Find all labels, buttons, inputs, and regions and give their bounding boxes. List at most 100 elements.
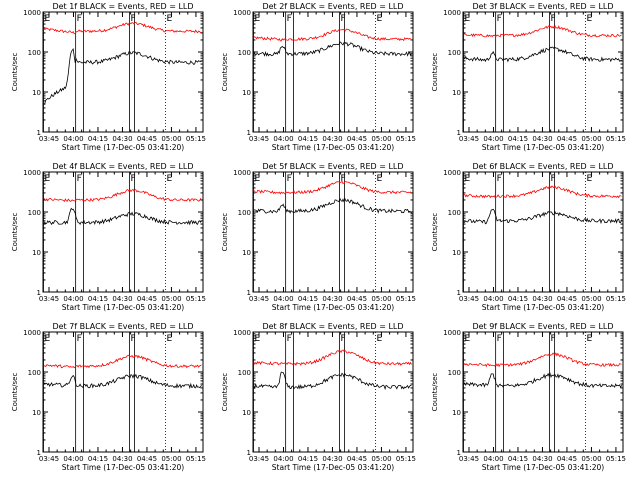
events-series-line <box>43 207 202 226</box>
x-tick-label: 04:00 <box>63 295 83 303</box>
x-tick-label: 04:00 <box>63 135 83 143</box>
x-tick-label: 04:15 <box>88 295 108 303</box>
x-tick-label: 03:45 <box>39 455 59 463</box>
x-tick-label: 04:00 <box>483 455 503 463</box>
interval-marker-label: F <box>77 174 82 184</box>
x-axis-label: Start Time (17-Dec-05 03:41:20) <box>62 463 184 472</box>
y-axis-label: Counts/sec <box>431 53 439 92</box>
lld-series-line <box>463 352 622 368</box>
y-tick-label: 10 <box>32 89 41 97</box>
interval-marker-label: F <box>287 14 292 24</box>
y-tick-label: 1 <box>457 449 461 457</box>
x-tick-label: 04:30 <box>532 455 552 463</box>
x-tick-label: 05:00 <box>581 135 601 143</box>
x-tick-label: 05:15 <box>606 295 626 303</box>
x-tick-label: 04:15 <box>508 455 528 463</box>
events-series-line <box>253 197 412 214</box>
interval-marker-label: F <box>497 14 502 24</box>
x-axis-label: Start Time (17-Dec-05 03:41:20) <box>272 303 394 312</box>
x-tick-label: 04:15 <box>88 455 108 463</box>
interval-marker-label: F <box>287 174 292 184</box>
interval-marker-label: F <box>287 334 292 344</box>
y-tick-label: 1 <box>37 449 41 457</box>
interval-marker-label: E <box>166 14 172 24</box>
x-tick-label: 04:30 <box>322 455 342 463</box>
lld-series-line <box>43 21 202 35</box>
x-tick-label: 05:15 <box>606 135 626 143</box>
events-series-line <box>253 371 412 391</box>
y-tick-label: 1000 <box>443 9 461 17</box>
x-tick-label: 03:45 <box>249 455 269 463</box>
interval-marker-label: E <box>586 174 592 184</box>
x-tick-label: 04:30 <box>532 295 552 303</box>
interval-marker-label: F <box>341 174 346 184</box>
x-axis-label: Start Time (17-Dec-05 03:41:20) <box>62 143 184 152</box>
panel-title: Det 9f BLACK = Events, RED = LLD <box>472 322 613 331</box>
y-tick-label: 1000 <box>23 329 41 337</box>
interval-marker-label: E <box>464 174 470 184</box>
x-axis-label: Start Time (17-Dec-05 03:41:20) <box>62 303 184 312</box>
x-tick-label: 03:45 <box>39 135 59 143</box>
x-tick-label: 04:45 <box>557 455 577 463</box>
interval-marker-label: E <box>166 174 172 184</box>
y-tick-label: 100 <box>448 49 461 57</box>
x-tick-label: 04:45 <box>347 135 367 143</box>
lld-series-line <box>253 349 412 367</box>
y-tick-label: 1 <box>247 289 251 297</box>
x-tick-label: 05:00 <box>371 455 391 463</box>
interval-marker-label: E <box>376 334 382 344</box>
y-tick-label: 100 <box>238 369 251 377</box>
x-axis-label: Start Time (17-Dec-05 03:41:20) <box>272 463 394 472</box>
lld-series-line <box>463 185 622 199</box>
y-tick-label: 100 <box>238 209 251 217</box>
x-tick-label: 04:45 <box>137 455 157 463</box>
y-tick-label: 10 <box>452 249 461 257</box>
x-tick-label: 04:45 <box>557 135 577 143</box>
x-tick-label: 05:00 <box>161 455 181 463</box>
y-tick-label: 1000 <box>23 169 41 177</box>
x-tick-label: 03:45 <box>459 135 479 143</box>
panel-title: Det 4f BLACK = Events, RED = LLD <box>52 162 193 171</box>
plot-frame <box>462 331 624 453</box>
plot-frame <box>42 331 204 453</box>
y-tick-label: 1000 <box>443 169 461 177</box>
plot-frame <box>252 331 414 453</box>
lld-series-line <box>253 28 412 42</box>
events-series-line <box>253 41 412 57</box>
interval-marker-label: F <box>131 174 136 184</box>
y-tick-label: 100 <box>28 49 41 57</box>
x-tick-label: 05:15 <box>186 455 206 463</box>
interval-marker-label: E <box>464 334 470 344</box>
y-axis-label: Counts/sec <box>431 213 439 252</box>
y-axis-label: Counts/sec <box>431 373 439 412</box>
plot-frame <box>42 171 204 293</box>
x-tick-label: 03:45 <box>39 295 59 303</box>
y-tick-label: 10 <box>452 89 461 97</box>
x-axis-label: Start Time (17-Dec-05 03:41:20) <box>272 143 394 152</box>
panel-det-3f: Det 3f BLACK = Events, RED = LLD 1 10 100 10… <box>431 2 626 152</box>
panel-title: Det 1f BLACK = Events, RED = LLD <box>52 2 193 11</box>
interval-marker-label: F <box>551 334 556 344</box>
x-tick-label: 04:00 <box>273 135 293 143</box>
y-tick-label: 1 <box>37 289 41 297</box>
plot-frame <box>42 11 204 133</box>
x-tick-label: 05:00 <box>371 295 391 303</box>
x-tick-label: 04:30 <box>112 135 132 143</box>
x-tick-label: 04:15 <box>508 295 528 303</box>
panel-det-1f: Det 1f BLACK = Events, RED = LLD 1 10 100 10… <box>11 2 206 152</box>
x-tick-label: 04:30 <box>532 135 552 143</box>
interval-marker-label: E <box>586 14 592 24</box>
interval-marker-label: E <box>44 174 50 184</box>
y-axis-label: Counts/sec <box>11 53 19 92</box>
interval-marker-label: E <box>376 14 382 24</box>
y-tick-label: 10 <box>242 249 251 257</box>
x-tick-label: 04:15 <box>298 455 318 463</box>
panel-det-2f: Det 2f BLACK = Events, RED = LLD 1 10 100 10… <box>221 2 416 152</box>
x-tick-label: 04:15 <box>298 135 318 143</box>
x-tick-label: 05:15 <box>396 455 416 463</box>
y-tick-label: 10 <box>32 249 41 257</box>
interval-marker-label: F <box>77 334 82 344</box>
x-tick-label: 04:00 <box>273 455 293 463</box>
x-tick-label: 05:15 <box>186 295 206 303</box>
